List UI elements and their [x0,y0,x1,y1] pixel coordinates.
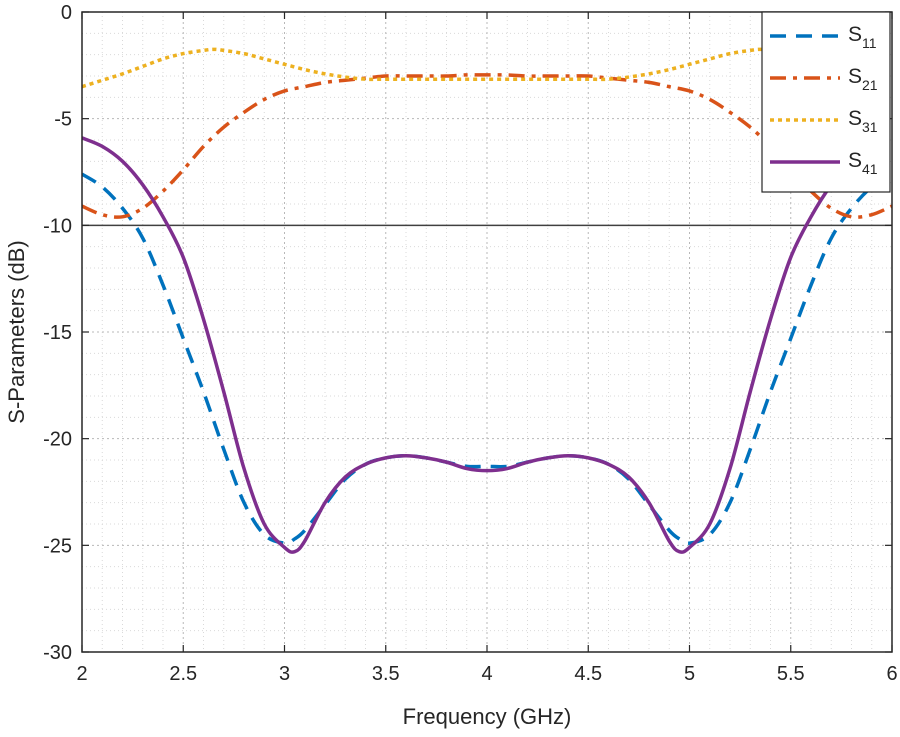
series-line-s11 [82,172,892,546]
x-tick-label: 2 [76,663,87,685]
y-tick-label: -10 [43,215,72,237]
y-tick-label: -5 [54,109,72,131]
ticks: 2 2.5 3 3.5 4 4.5 5 5.5 6 0 -5 -10 -15 -20 -25 -30 [43,2,897,685]
y-tick-label: -30 [43,642,72,664]
x-tick-label: 6 [886,663,897,685]
x-tick-label: 3.5 [372,663,400,685]
x-tick-label: 2.5 [169,663,197,685]
x-tick-label: 4.5 [574,663,602,685]
legend-label-s41: S41 [848,149,878,177]
x-axis-label: Frequency (GHz) [403,704,572,729]
series-line-s41 [82,136,853,554]
series-line-s21 [82,73,892,219]
legend-label-s31: S31 [848,107,878,135]
y-tick-label: 0 [61,2,72,24]
series-line-s31 [82,47,812,89]
x-tick-label: 5.5 [777,663,805,685]
y-tick-label: -20 [43,429,72,451]
x-tick-label: 3 [279,663,290,685]
legend-label-main: S [848,65,862,88]
legend-label-subscript: 21 [862,77,878,93]
series-group [82,47,892,554]
legend-label-s11: S11 [848,23,877,51]
legend-label-main: S [848,23,862,46]
y-tick-label: -25 [43,535,72,557]
x-tick-label: 4 [481,663,492,685]
y-tick-label: -15 [43,322,72,344]
legend-label-main: S [848,107,862,130]
legend-label-s21: S21 [848,65,878,93]
legend-label-subscript: 31 [862,119,878,135]
legend-label-subscript: 41 [862,161,878,177]
legend-label-main: S [848,149,862,172]
legend-label-subscript: 11 [862,35,877,51]
x-tick-label: 5 [684,663,695,685]
y-axis-label: S-Parameters (dB) [4,240,29,423]
